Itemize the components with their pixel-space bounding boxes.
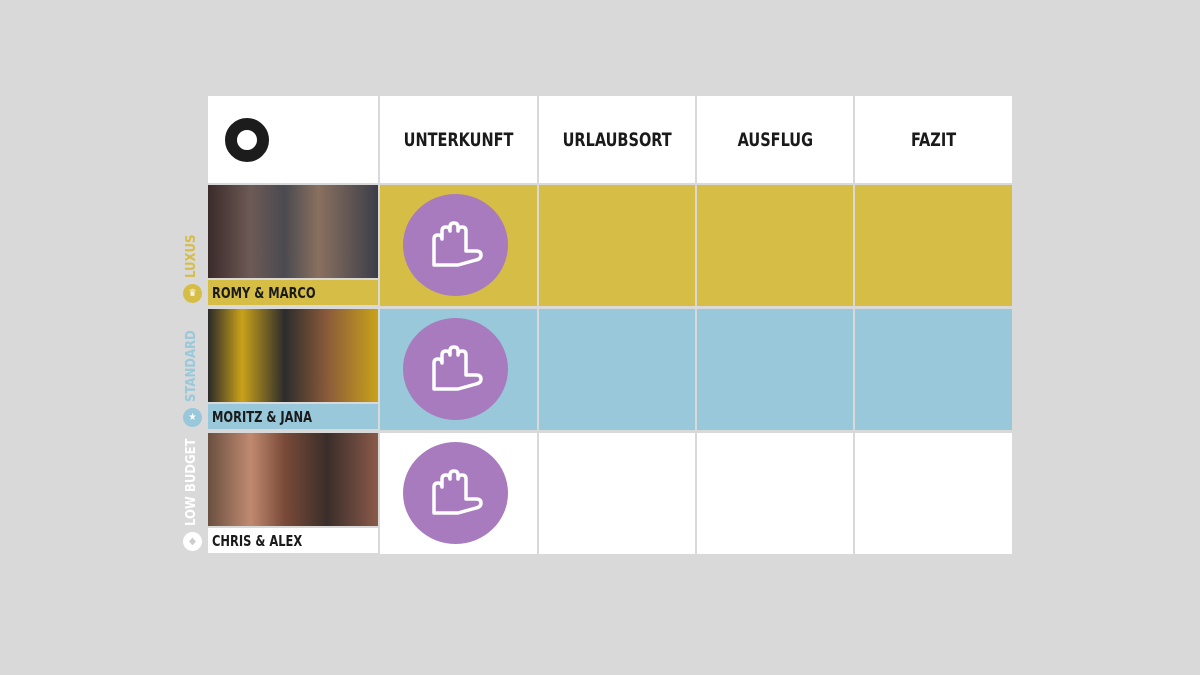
score-cell (697, 309, 853, 430)
score-cell (539, 433, 695, 554)
category-label: LUXUS (184, 234, 199, 278)
name-label: MORITZ & JANA (212, 407, 313, 426)
score-cell (855, 433, 1012, 554)
score-cell (855, 185, 1012, 306)
circle-logo-icon (225, 118, 269, 162)
score-cell (539, 185, 695, 306)
score-cell (539, 309, 695, 430)
hand-stop-icon (403, 318, 508, 420)
column-header-unterkunft: UNTERKUNFT (380, 96, 537, 183)
score-cell (697, 433, 853, 554)
column-header-urlaubsort: URLAUBSORT (539, 96, 695, 183)
column-label: UNTERKUNFT (403, 128, 514, 151)
hand-stop-icon (403, 194, 508, 296)
contestant-name: MORITZ & JANA (208, 404, 378, 429)
contestant-name: CHRIS & ALEX (208, 528, 378, 553)
star-icon: ★ (183, 408, 202, 427)
score-cell (855, 309, 1012, 430)
contestant-photo (208, 433, 378, 526)
column-header-ausflug: AUSFLUG (697, 96, 853, 183)
column-header-fazit: FAZIT (855, 96, 1012, 183)
contestant-photo (208, 185, 378, 278)
score-cell (697, 185, 853, 306)
crown-icon: ♛ (183, 284, 202, 303)
column-label: URLAUBSORT (562, 128, 672, 151)
hand-stop-icon (403, 442, 508, 544)
column-label: FAZIT (910, 128, 957, 151)
diamond-icon: ◆ (183, 532, 202, 551)
name-label: ROMY & MARCO (212, 283, 316, 302)
category-label: STANDARD (184, 330, 199, 402)
column-label: AUSFLUG (737, 128, 813, 151)
category-label: LOW BUDGET (184, 438, 199, 526)
contestant-name: ROMY & MARCO (208, 280, 378, 305)
contestant-photo (208, 309, 378, 402)
name-label: CHRIS & ALEX (212, 531, 303, 550)
